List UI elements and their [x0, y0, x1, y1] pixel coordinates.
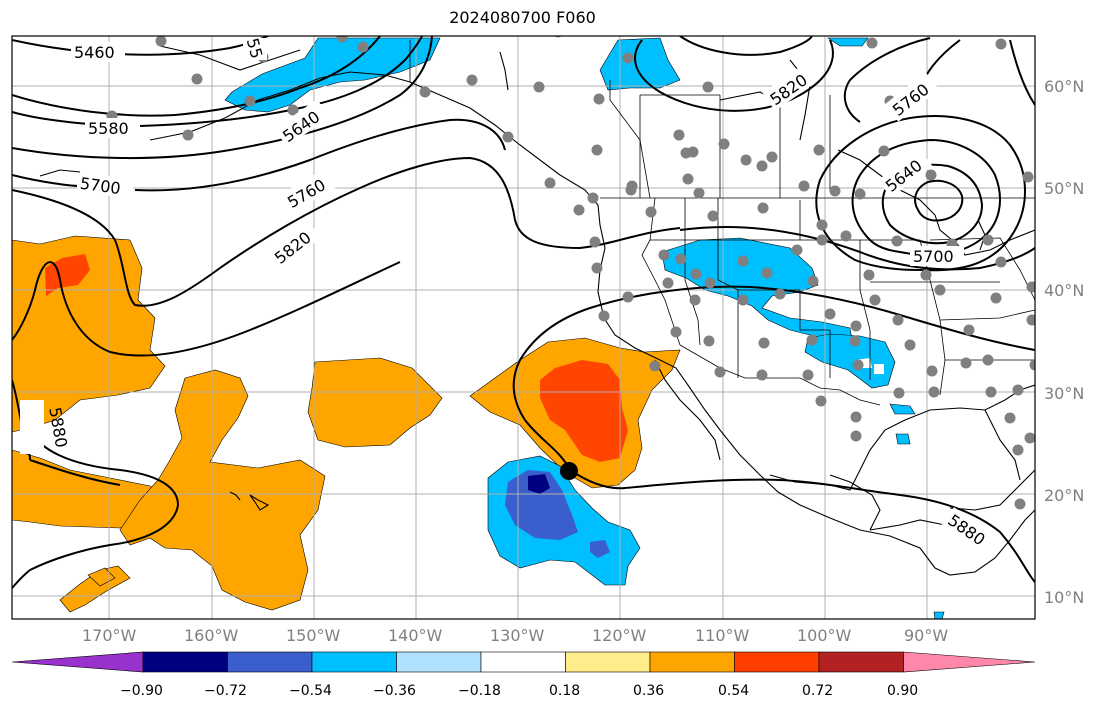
strong-positive-anomaly-fill	[45, 254, 628, 462]
colorbar-tick-label: 0.72	[802, 683, 834, 699]
lat-label: 50°N	[1044, 179, 1085, 198]
colorbar-segment	[396, 651, 482, 673]
colorbar-segment	[311, 651, 397, 673]
map-frame	[11, 35, 1036, 620]
strong-negative-anomaly-fill	[505, 470, 610, 558]
lon-label: 100°W	[797, 626, 852, 645]
target-location-marker	[560, 462, 578, 480]
colorbar-segment	[734, 651, 820, 673]
colorbar-segment	[227, 651, 313, 673]
colorbar-segment	[649, 651, 735, 673]
colorbar	[11, 651, 1036, 673]
colorbar-tick-label: 0.36	[633, 683, 665, 699]
lon-label: 150°W	[286, 626, 341, 645]
colorbar-tick-label: −0.90	[120, 683, 163, 699]
colorbar-tick-label: −0.72	[204, 683, 247, 699]
colorbar-segment	[565, 651, 651, 673]
lat-label: 20°N	[1044, 486, 1085, 505]
contour-label: 5580	[88, 119, 129, 138]
lat-label: 40°N	[1044, 281, 1085, 300]
station-observations	[106, 36, 1035, 510]
contour-label: 55	[243, 36, 267, 61]
colorbar-segment	[818, 651, 904, 673]
lat-label: 30°N	[1044, 384, 1085, 403]
very-strong-negative-anomaly-fill	[528, 474, 550, 494]
lon-label: 170°W	[82, 626, 137, 645]
colorbar-extend-min	[11, 651, 144, 673]
lat-label: 60°N	[1044, 77, 1085, 96]
lon-label: 160°W	[184, 626, 239, 645]
contour-label: 5700	[913, 247, 954, 266]
lon-label: 140°W	[388, 626, 443, 645]
lat-label: 10°N	[1044, 588, 1085, 607]
lon-label: 90°W	[904, 626, 949, 645]
lon-label: 110°W	[695, 626, 750, 645]
colorbar-tick-label: −0.18	[458, 683, 501, 699]
colorbar-tick-label: −0.54	[289, 683, 332, 699]
colorbar-extend-max	[903, 651, 1036, 673]
colorbar-tick-label: 0.90	[887, 683, 919, 699]
colorbar-tick-label: 0.18	[549, 683, 581, 699]
contour-label: 5460	[74, 43, 115, 62]
colorbar-segment	[142, 651, 228, 673]
colorbar-tick-label: 0.54	[718, 683, 750, 699]
lon-label: 120°W	[592, 626, 647, 645]
colorbar-segment	[480, 651, 566, 673]
lon-label: 130°W	[490, 626, 545, 645]
graticule	[12, 36, 1035, 619]
colorbar-tick-label: −0.36	[373, 683, 416, 699]
map-title: 2024080700 F060	[449, 8, 596, 27]
